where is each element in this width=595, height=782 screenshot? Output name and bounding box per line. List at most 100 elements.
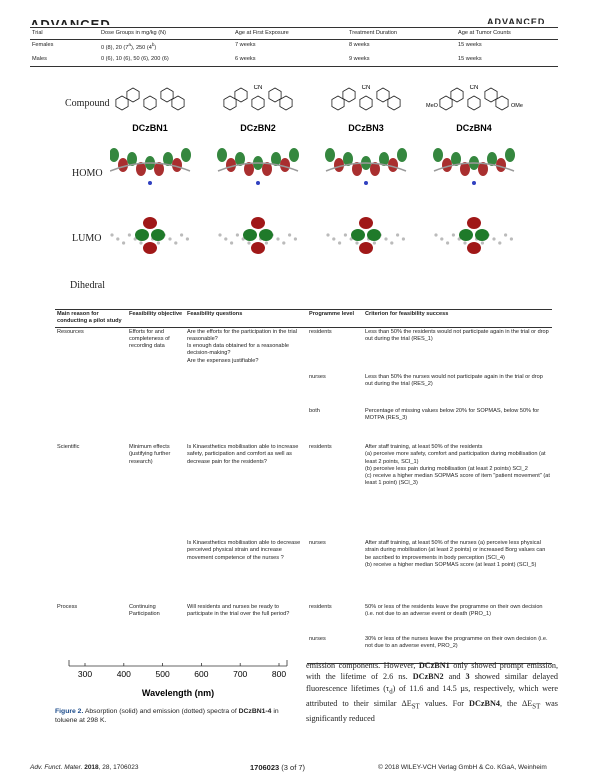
orbital-lobe (259, 229, 273, 241)
atom (446, 241, 450, 245)
row: both Percentage of missing values below … (55, 407, 552, 443)
orbital-lobe (280, 158, 290, 172)
structure-ring (387, 95, 401, 111)
row: Resources Efforts for and completeness o… (55, 327, 552, 373)
cell: 7 weeks (235, 42, 256, 49)
t: , the ΔE (499, 698, 533, 708)
structure-ring (279, 95, 293, 111)
structure-ring (484, 87, 498, 103)
cell: 6 weeks (235, 56, 256, 63)
cell: 0 (6), 10 (6), 50 (6), 200 (6) (101, 56, 169, 63)
orbital-lobe (496, 158, 506, 172)
atom (349, 237, 353, 241)
t: , 28, 1706023 (98, 764, 139, 771)
cell: After staff training, at least 50% of th… (365, 444, 550, 487)
cell: 9 weeks (349, 56, 370, 63)
atom (343, 233, 347, 237)
orbital-lobe (467, 217, 481, 229)
orbital-lobe (251, 217, 265, 229)
structure-ring (439, 95, 453, 111)
atom (293, 237, 297, 241)
atom (384, 237, 388, 241)
atom (185, 237, 189, 241)
atom (127, 233, 131, 237)
t: Absorption (solid) and emission (dotted)… (84, 708, 239, 715)
th: Age at Tumor Counts (458, 30, 511, 36)
orbital-lobe (217, 148, 227, 162)
cell: 15 weeks (458, 56, 482, 63)
cell: both (309, 408, 320, 415)
atom (168, 237, 172, 241)
table-1: Trial Dose Groups in mg/kg (N) Age at Fi… (30, 27, 558, 67)
orbital-lobe (487, 152, 497, 166)
cell: residents (309, 604, 332, 611)
cell: 8 weeks (349, 42, 370, 49)
row-label: Dihedral (70, 280, 105, 291)
cn-label: CN (362, 85, 371, 91)
x-tick-label: 700 (233, 669, 247, 679)
t: DCzBN1-4 (238, 708, 272, 715)
atom (156, 241, 160, 245)
orbital-lobe (352, 162, 362, 176)
row: Is Kinaesthetics mobilisation able to de… (55, 539, 552, 603)
t: and (443, 672, 466, 682)
row-label: HOMO (72, 168, 103, 179)
cell: Will residents and nurses be ready to pa… (187, 604, 290, 618)
compound-name: DCzBN3 (348, 123, 384, 133)
t: DCzBN4 (469, 698, 500, 708)
th: Feasibility questions (185, 309, 307, 328)
cell: Process (57, 604, 78, 611)
atom (457, 237, 461, 241)
orbital-lobe (367, 229, 381, 241)
cell: residents (309, 444, 332, 451)
orbital-lobe (460, 162, 470, 176)
orbital-lobe (110, 148, 119, 162)
row-label: LUMO (72, 233, 102, 244)
atom (110, 233, 114, 237)
atom (364, 181, 368, 185)
atom (224, 237, 228, 241)
structure-ring (143, 95, 157, 111)
orbital-lobe (325, 148, 335, 162)
atom (451, 233, 455, 237)
t: showed similar delayed fluorescence life… (306, 672, 558, 693)
cell: 15 weeks (458, 42, 482, 49)
substituent: MeO (426, 103, 439, 109)
cell: Less than 50% the nurses would not parti… (365, 374, 543, 388)
cell: Continuing Participation (129, 604, 160, 618)
row: nurses Less than 50% the nurses would no… (55, 373, 552, 407)
body-text: emission components. However, DCzBN1 onl… (306, 660, 558, 724)
orbital-lobe (163, 152, 173, 166)
orbital-lobe (181, 148, 191, 162)
orbital-lobe (151, 229, 165, 241)
skeleton (110, 162, 191, 172)
t: ), 250 (4 (130, 45, 152, 52)
th: Feasibility objective (127, 309, 185, 328)
atom (326, 233, 330, 237)
orbital-lobe (359, 217, 373, 229)
structure-ring (495, 95, 509, 111)
t: Adv. Funct. Mater. (30, 764, 83, 771)
footer-journal: Adv. Funct. Mater. 2018, 28, 1706023 (30, 764, 138, 771)
th: Programme level (307, 309, 363, 328)
t: d (389, 688, 393, 696)
t: (3 of 7) (279, 763, 306, 772)
atom (472, 181, 476, 185)
cell: Are the efforts for the participation in… (187, 328, 297, 364)
atom (122, 241, 126, 245)
atom (396, 233, 400, 237)
structure-ring (331, 95, 345, 111)
atom (338, 241, 342, 245)
t: 3 (465, 672, 470, 682)
atom (230, 241, 234, 245)
th: Main reason for conducting a pilot study (55, 309, 127, 328)
structure-ring (359, 95, 373, 111)
t: 1706023 (250, 763, 280, 772)
atom (440, 237, 444, 241)
cell: Efforts for and completeness of recordin… (129, 328, 170, 350)
orbital-lobe (135, 229, 149, 241)
atom (139, 241, 143, 245)
structure-ring (223, 95, 237, 111)
orbital-lobe (351, 229, 365, 241)
